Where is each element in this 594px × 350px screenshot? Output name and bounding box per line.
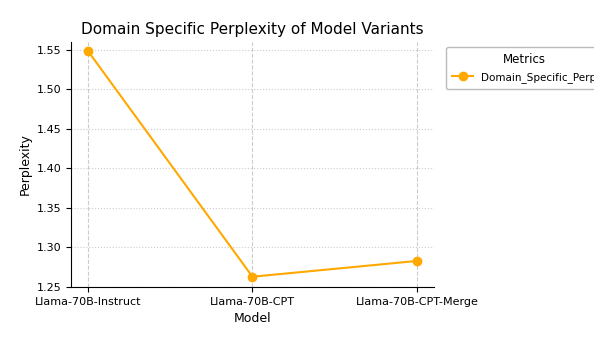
Legend: Domain_Specific_Perp: Domain_Specific_Perp [446, 47, 594, 89]
Title: Domain Specific Perplexity of Model Variants: Domain Specific Perplexity of Model Vari… [81, 22, 424, 37]
Domain_Specific_Perp [84, 49, 91, 53]
Domain_Specific_Perp [249, 275, 256, 279]
Domain_Specific_Perp [413, 259, 421, 263]
X-axis label: Model: Model [233, 312, 271, 325]
Line: Domain_Specific_Perp: Domain_Specific_Perp [84, 47, 421, 281]
Y-axis label: Perplexity: Perplexity [18, 134, 31, 195]
